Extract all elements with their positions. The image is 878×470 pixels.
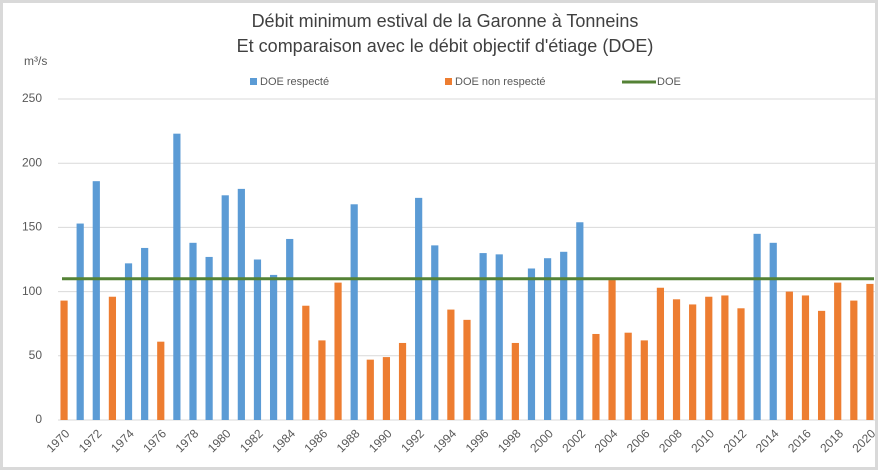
bar	[431, 245, 439, 420]
y-tick-label: 100	[22, 284, 42, 298]
bar	[511, 342, 519, 420]
bar	[157, 341, 165, 420]
bar	[834, 282, 842, 420]
bar	[141, 247, 149, 420]
bar	[221, 195, 229, 420]
bar	[286, 238, 294, 420]
bar	[817, 310, 826, 420]
chart-title: Débit minimum estival de la Garonne à To…	[252, 11, 639, 31]
bar	[189, 242, 197, 420]
legend-label: DOE non respecté	[455, 76, 546, 88]
bar	[108, 296, 117, 420]
bar	[866, 283, 874, 420]
bar	[366, 359, 374, 420]
bar	[205, 256, 213, 420]
bar	[479, 253, 487, 420]
bar	[640, 340, 648, 420]
bar	[237, 188, 245, 420]
bar	[76, 223, 84, 420]
bar	[576, 222, 584, 420]
bar	[527, 268, 536, 420]
bar	[318, 340, 326, 420]
bar	[543, 258, 552, 420]
bar	[269, 274, 278, 420]
bar	[60, 300, 68, 420]
bar	[689, 304, 697, 420]
bar	[705, 296, 713, 420]
y-tick-label: 200	[22, 155, 42, 169]
bar	[253, 259, 262, 420]
bar	[302, 305, 310, 420]
legend-label: DOE respecté	[260, 76, 329, 88]
y-tick-label: 0	[35, 412, 42, 426]
bar	[737, 308, 745, 420]
bar	[850, 300, 858, 420]
bar	[334, 282, 342, 420]
y-tick-label: 250	[22, 91, 42, 105]
legend-swatch	[445, 78, 452, 85]
bar	[801, 295, 810, 420]
bar	[608, 280, 616, 420]
bar	[124, 263, 133, 420]
bar	[753, 233, 761, 420]
y-axis-label: m³/s	[24, 54, 47, 68]
bar	[672, 299, 681, 420]
bar	[656, 287, 665, 420]
bar	[463, 319, 471, 420]
bar	[624, 332, 632, 420]
chart-subtitle: Et comparaison avec le débit objectif d'…	[237, 36, 654, 56]
bar	[415, 197, 423, 420]
legend-label: DOE	[657, 76, 681, 88]
legend-swatch	[250, 78, 257, 85]
bar	[592, 333, 600, 420]
bar	[495, 254, 503, 420]
bar	[785, 291, 793, 420]
bar	[721, 295, 729, 420]
bar	[92, 181, 100, 420]
y-tick-label: 50	[29, 348, 43, 362]
bar	[173, 133, 181, 420]
bar	[447, 309, 455, 420]
bar	[560, 251, 568, 420]
bar	[398, 342, 407, 420]
bar	[350, 204, 358, 420]
y-tick-label: 150	[22, 220, 42, 234]
bar	[769, 242, 777, 420]
bar	[382, 357, 391, 420]
